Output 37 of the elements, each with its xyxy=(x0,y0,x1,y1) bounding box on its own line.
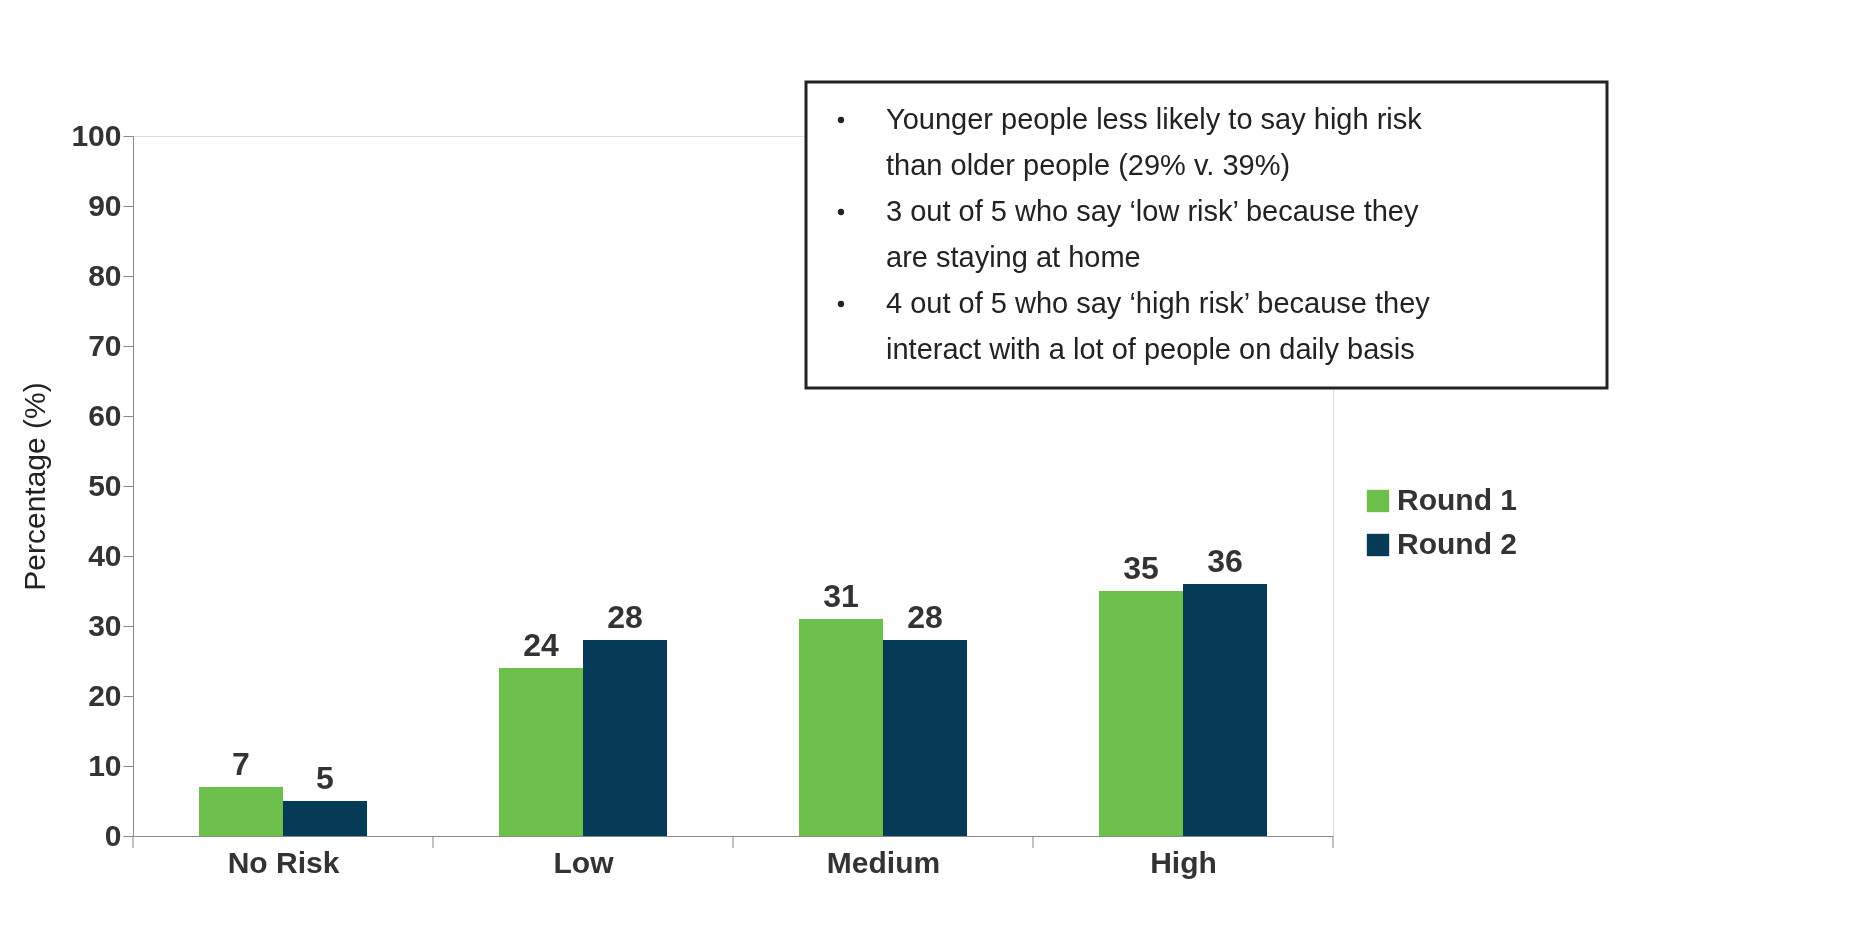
data-label: 24 xyxy=(523,627,559,663)
y-tick-label: 100 xyxy=(71,118,122,152)
y-tick-label: 50 xyxy=(88,468,122,502)
y-tick-label: 0 xyxy=(104,818,122,852)
bar xyxy=(283,801,367,836)
legend-label: Round 2 xyxy=(1397,527,1517,560)
bar xyxy=(499,668,583,836)
data-label: 7 xyxy=(232,746,250,782)
data-label: 28 xyxy=(607,599,643,635)
bar xyxy=(199,787,283,836)
legend-label: Round 1 xyxy=(1397,483,1517,516)
annotation: 4 out of 5 who say ‘high risk’ because they interact with a lot of people on daily basis xyxy=(886,287,1431,365)
bar xyxy=(883,640,967,836)
y-tick-label: 90 xyxy=(88,188,122,222)
bar xyxy=(583,640,667,836)
y-tick-label: 20 xyxy=(88,678,122,712)
x-tick-label: No Risk xyxy=(227,845,340,879)
data-label: 31 xyxy=(823,578,859,614)
bar xyxy=(799,619,883,836)
annotation: 3 out of 5 who say ‘low risk’ because they are staying at home xyxy=(886,195,1419,273)
y-tick-label: 10 xyxy=(88,748,122,782)
annotation: Younger people less likely to say high risk than older people (29% v. 39%) xyxy=(886,103,1423,181)
y-tick-label: 70 xyxy=(88,328,122,362)
x-tick-label: Medium xyxy=(826,845,941,879)
y-tick-label: 30 xyxy=(88,608,122,642)
x-tick-label: High xyxy=(1150,845,1217,879)
x-tick-label: Low xyxy=(553,845,615,879)
y-tick-label: 60 xyxy=(88,398,122,432)
y-axis-title: Percentage (%) xyxy=(18,382,52,591)
data-label: 28 xyxy=(907,599,943,635)
y-tick-label: 80 xyxy=(88,258,122,292)
data-label: 35 xyxy=(1123,550,1159,586)
data-label: 5 xyxy=(316,760,334,796)
y-tick-label: 40 xyxy=(88,538,122,572)
data-label: 36 xyxy=(1207,543,1243,579)
bar xyxy=(1099,591,1183,836)
bar xyxy=(1183,584,1267,836)
